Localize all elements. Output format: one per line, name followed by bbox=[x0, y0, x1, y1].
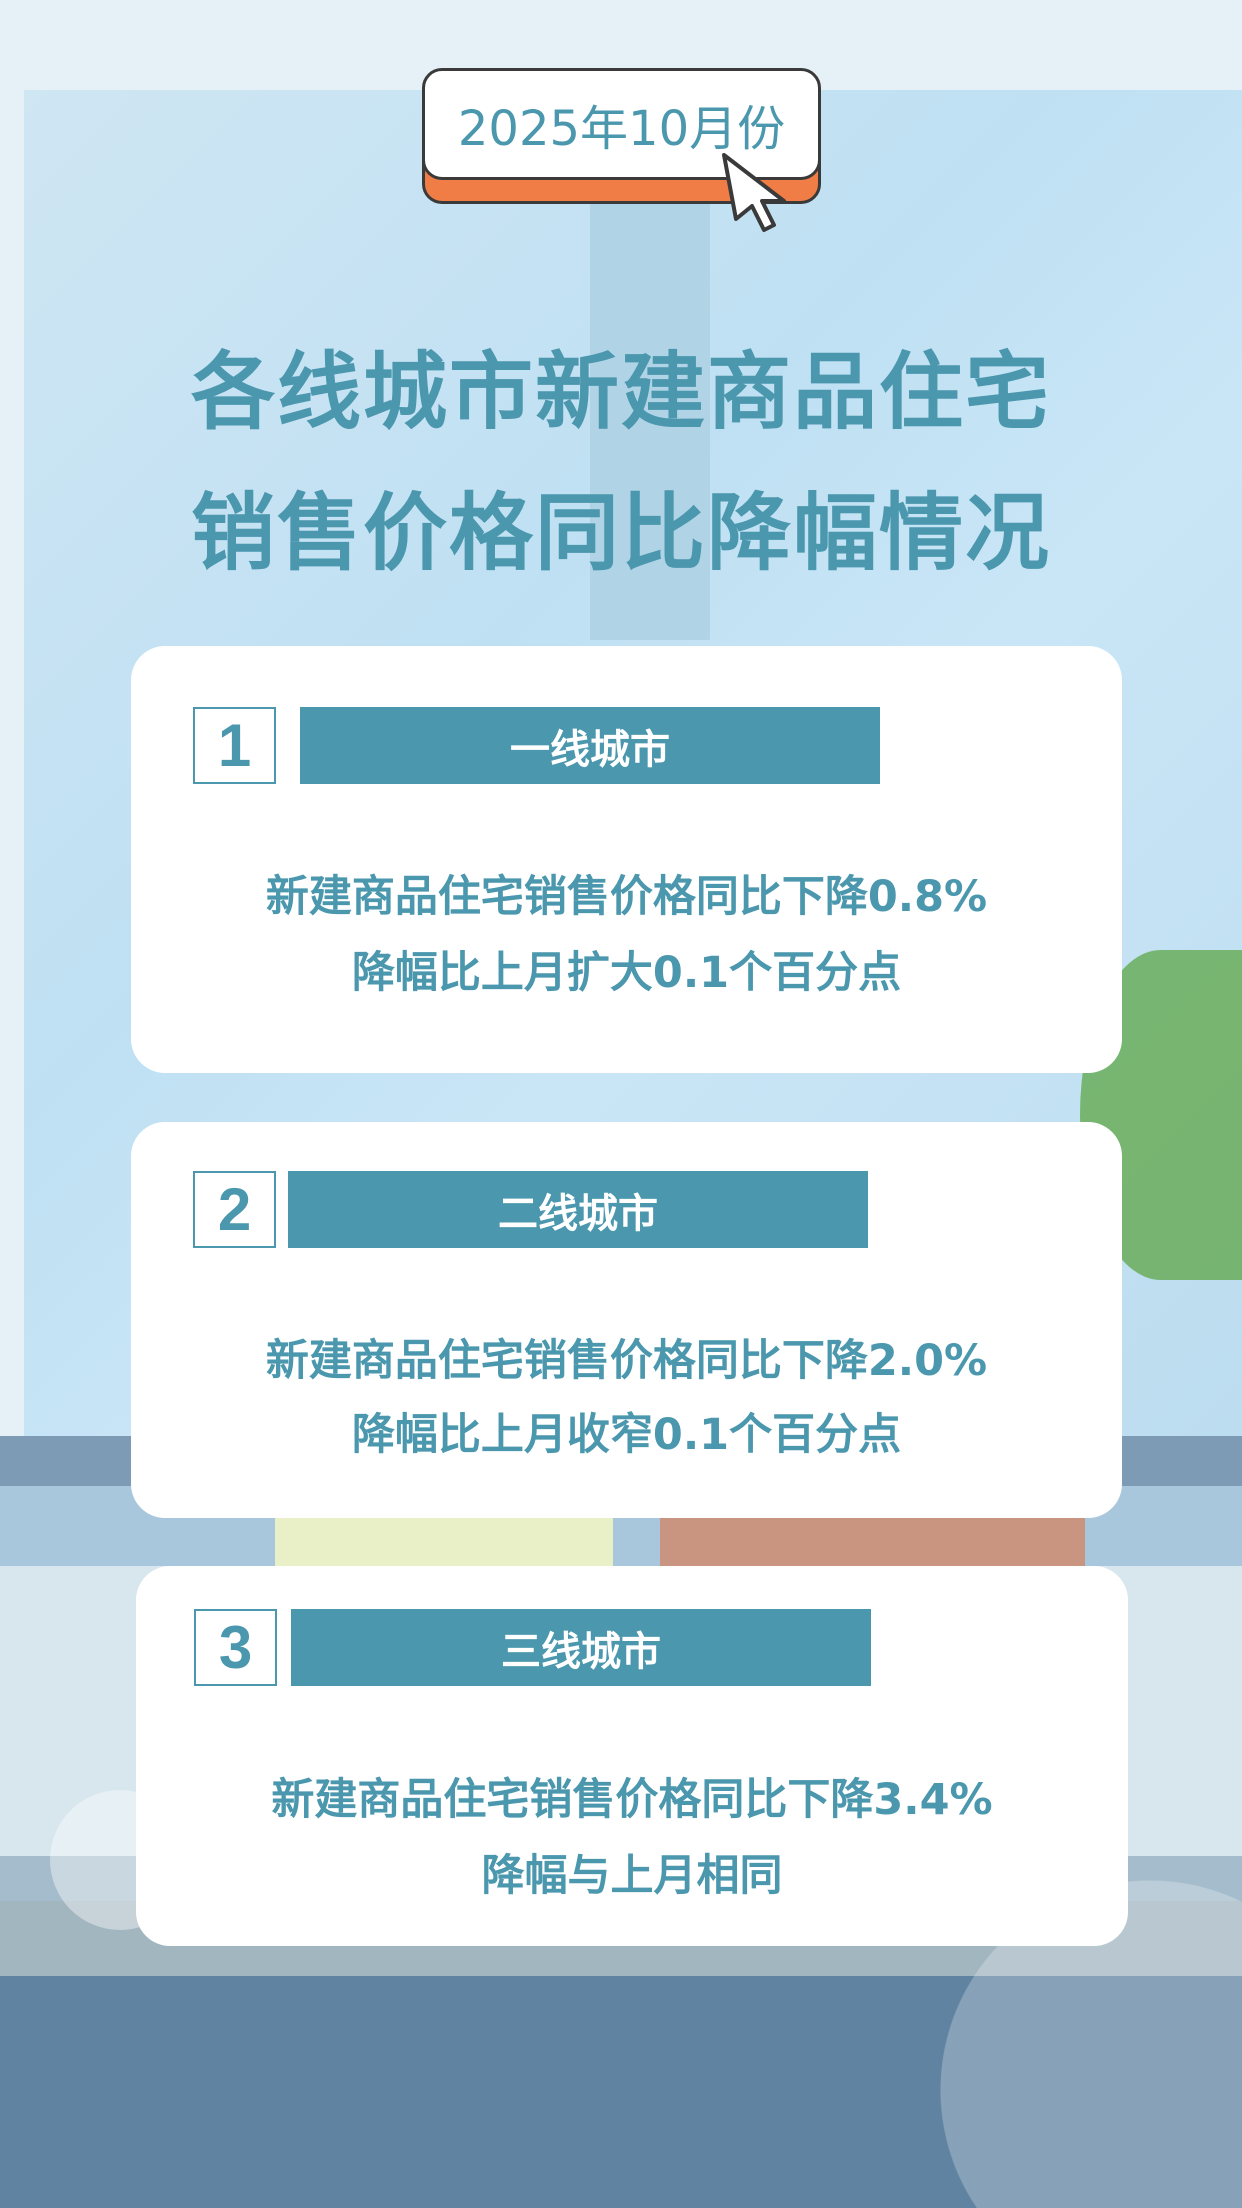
card-tier2: 2 二线城市 新建商品住宅销售价格同比下降2.0% 降幅比上月收窄0.1个百分点 bbox=[131, 1122, 1122, 1518]
card-line2: 降幅与上月相同 bbox=[481, 1851, 783, 1901]
date-badge: 2025年10月份 bbox=[422, 68, 821, 232]
card-number: 3 bbox=[194, 1609, 277, 1686]
card-tier1: 1 一线城市 新建商品住宅销售价格同比下降0.8% 降幅比上月扩大0.1个百分点 bbox=[131, 646, 1122, 1073]
card-number: 2 bbox=[193, 1171, 276, 1248]
card-line1: 新建商品住宅销售价格同比下降3.4% bbox=[271, 1775, 993, 1825]
floor bbox=[0, 1976, 1242, 2208]
window-pillar bbox=[590, 160, 710, 640]
page-title-line1: 各线城市新建商品住宅 bbox=[190, 342, 1051, 441]
card-label: 二线城市 bbox=[288, 1171, 868, 1248]
card-line1: 新建商品住宅销售价格同比下降0.8% bbox=[265, 872, 988, 922]
card-line1: 新建商品住宅销售价格同比下降2.0% bbox=[265, 1336, 988, 1386]
date-text: 2025年10月份 bbox=[422, 68, 821, 180]
card-label: 一线城市 bbox=[300, 707, 880, 784]
cursor-arrow-icon bbox=[722, 153, 786, 232]
card-tier3: 3 三线城市 新建商品住宅销售价格同比下降3.4% 降幅与上月相同 bbox=[136, 1566, 1128, 1946]
card-label: 三线城市 bbox=[291, 1609, 871, 1686]
card-number: 1 bbox=[193, 707, 276, 784]
card-line2: 降幅比上月收窄0.1个百分点 bbox=[351, 1410, 902, 1460]
card-line2: 降幅比上月扩大0.1个百分点 bbox=[351, 948, 902, 998]
page-title-line2: 销售价格同比降幅情况 bbox=[190, 483, 1051, 582]
